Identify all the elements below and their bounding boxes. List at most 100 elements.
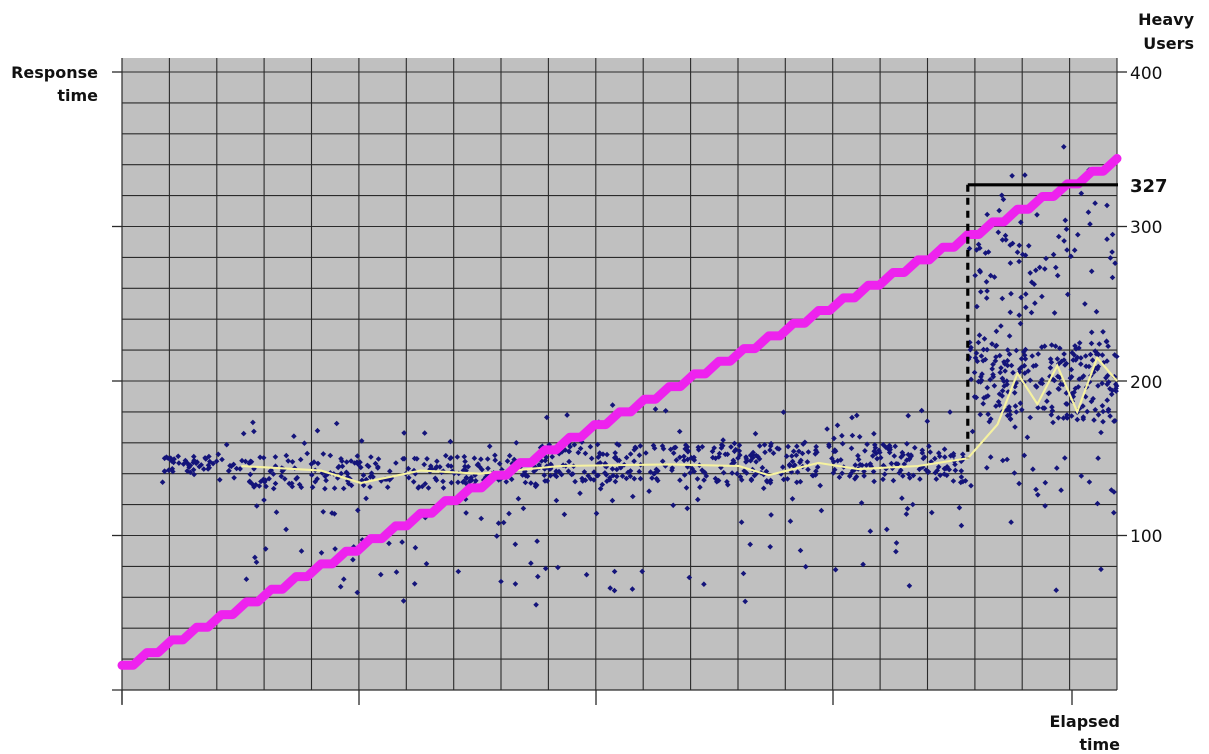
response-time-point	[253, 482, 259, 488]
response-time-point	[225, 468, 232, 474]
response-time-point	[672, 444, 679, 451]
response-time-point	[1002, 232, 1009, 239]
response-time-point	[991, 383, 998, 389]
response-time-point	[832, 566, 839, 573]
response-time-point	[519, 472, 526, 478]
response-time-point	[410, 479, 417, 485]
response-time-point	[1017, 400, 1024, 406]
response-time-point	[1086, 479, 1093, 485]
response-time-point	[805, 449, 812, 455]
response-time-point	[512, 541, 519, 548]
response-time-point	[1019, 407, 1025, 413]
response-time-point	[859, 462, 865, 468]
response-time-point	[585, 473, 591, 479]
response-time-point	[670, 450, 677, 456]
response-time-point	[468, 474, 474, 481]
response-time-point	[789, 458, 796, 465]
response-time-point	[919, 450, 926, 456]
response-time-point	[896, 470, 903, 476]
response-time-point	[794, 443, 800, 450]
response-time-point	[386, 540, 392, 547]
right-axis-tick-label: 100	[1130, 527, 1162, 547]
response-time-point	[853, 473, 860, 480]
response-time-point	[582, 450, 589, 457]
response-time-point	[1113, 381, 1119, 387]
response-time-point	[1073, 346, 1079, 352]
response-time-point	[248, 459, 255, 465]
response-time-point	[375, 456, 382, 462]
response-time-point	[1023, 291, 1029, 297]
response-time-point	[901, 461, 908, 467]
response-time-point	[341, 576, 347, 582]
response-time-point	[1042, 479, 1049, 486]
response-time-point	[423, 561, 430, 567]
response-time-point	[637, 475, 644, 482]
response-time-point	[1071, 247, 1078, 253]
response-time-point	[297, 456, 304, 463]
response-time-point	[312, 478, 318, 485]
response-time-point	[740, 570, 747, 577]
response-time-point	[500, 519, 507, 526]
response-time-point	[731, 459, 737, 466]
response-time-point	[294, 474, 300, 481]
response-time-point	[532, 464, 538, 470]
response-time-point	[1035, 404, 1041, 411]
response-time-point	[977, 411, 984, 418]
response-time-point	[1055, 415, 1062, 421]
response-time-point	[987, 272, 994, 279]
response-time-point	[191, 453, 197, 460]
response-time-point	[735, 455, 741, 461]
response-time-point	[465, 463, 471, 470]
response-time-point	[1023, 304, 1029, 311]
response-time-point	[887, 444, 893, 451]
response-time-point	[619, 473, 626, 479]
response-time-point	[594, 441, 601, 448]
response-time-point	[1054, 272, 1061, 279]
response-time-point	[1087, 221, 1093, 227]
response-time-point	[627, 473, 634, 479]
response-time-point	[524, 473, 531, 479]
response-time-point	[614, 441, 620, 447]
response-time-point	[941, 471, 948, 477]
response-time-point	[783, 453, 790, 459]
response-time-point	[752, 430, 759, 437]
response-time-point	[995, 229, 1002, 236]
response-time-point	[767, 447, 773, 453]
response-time-point	[975, 241, 982, 248]
right-axis-tick-label: 200	[1130, 373, 1162, 393]
response-time-point	[618, 464, 624, 471]
response-time-point	[250, 419, 256, 426]
response-time-point	[533, 602, 539, 608]
response-time-point	[492, 452, 498, 459]
response-time-point	[899, 449, 906, 456]
response-time-point	[999, 388, 1006, 394]
response-time-point	[926, 443, 932, 449]
response-time-point	[1022, 252, 1029, 259]
response-time-point	[676, 428, 683, 435]
response-time-point	[1016, 258, 1022, 265]
response-time-point	[627, 451, 634, 457]
response-time-point	[1104, 397, 1110, 403]
response-time-point	[751, 472, 758, 479]
response-time-point	[367, 484, 373, 490]
response-time-point	[333, 420, 340, 427]
response-time-point	[861, 468, 867, 475]
response-time-point	[207, 458, 213, 465]
response-time-point	[805, 466, 811, 473]
response-time-point	[335, 464, 341, 471]
response-time-point	[338, 456, 344, 462]
response-time-point	[1039, 344, 1045, 350]
response-time-point	[258, 478, 264, 485]
response-time-point	[912, 444, 918, 451]
response-time-point	[1080, 416, 1087, 422]
response-time-point	[799, 450, 806, 457]
response-time-point	[864, 441, 870, 448]
response-time-point	[495, 520, 502, 526]
response-time-point	[975, 339, 982, 346]
response-time-point	[1100, 418, 1106, 425]
response-time-point	[839, 432, 845, 439]
response-time-point	[1025, 368, 1031, 374]
response-time-point	[1027, 414, 1033, 421]
response-time-point	[992, 358, 999, 364]
left-axis-title-line-2: time	[57, 86, 98, 105]
